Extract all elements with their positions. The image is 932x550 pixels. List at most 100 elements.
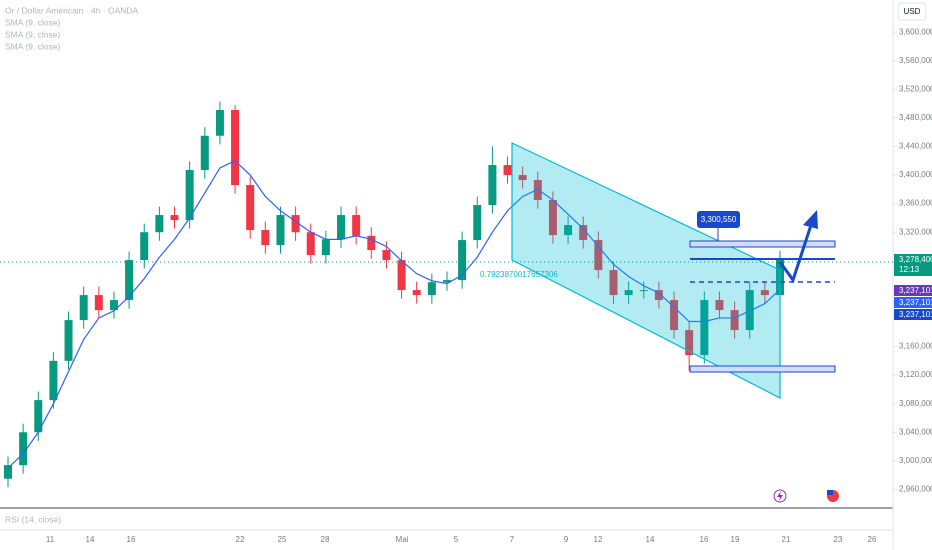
- candle-body: [34, 400, 43, 433]
- resistance-zone: [689, 240, 836, 248]
- symbol-title: Or / Dollar Américain · 4h · OANDA: [5, 5, 139, 15]
- candle-body: [79, 295, 88, 321]
- candle-body: [518, 175, 527, 181]
- last-price-box: [894, 254, 932, 276]
- rsi-label: RSI (14, close): [5, 514, 61, 524]
- candle-body: [64, 320, 73, 361]
- currency[interactable]: USD: [904, 7, 921, 16]
- sma-line: [7, 160, 781, 469]
- event-bolt: [777, 491, 783, 501]
- candle-body: [715, 300, 724, 311]
- candle-body: [367, 235, 376, 251]
- target-label: 3,300,550: [701, 215, 737, 224]
- candle-body: [200, 135, 209, 171]
- candle-body: [382, 250, 391, 261]
- candle-body: [261, 230, 270, 246]
- x-tick-label: 11: [46, 535, 55, 544]
- y-tick-label: 3,320,000: [899, 227, 932, 236]
- candle-body: [291, 215, 300, 233]
- candle-body: [624, 290, 633, 296]
- candle-body: [685, 330, 694, 356]
- candle-body: [609, 270, 618, 296]
- y-tick-label: 3,600,000: [899, 27, 932, 36]
- candle-body: [321, 239, 330, 256]
- x-tick-label: 12: [594, 535, 603, 544]
- y-tick-label: 3,360,000: [899, 199, 932, 208]
- channel: [511, 142, 781, 399]
- x-tick-label: 23: [834, 535, 843, 544]
- candle-body: [170, 215, 179, 221]
- y-tick-label: 3,000,000: [899, 456, 932, 465]
- x-tick-label: 28: [321, 535, 330, 544]
- fib-label: 0.7923870017657306: [480, 270, 558, 279]
- x-tick-label: 19: [731, 535, 740, 544]
- candle-body: [564, 225, 573, 236]
- candle-body: [427, 282, 436, 296]
- candle-body: [246, 185, 255, 231]
- candle-body: [442, 280, 451, 283]
- x-tick-label: 14: [86, 535, 95, 544]
- candle-body: [548, 200, 557, 236]
- level-label: 3,237,101: [899, 286, 932, 295]
- level-label: 3,237,101: [899, 310, 932, 319]
- x-tick-label: 22: [236, 535, 245, 544]
- x-tick-label: 7: [510, 535, 515, 544]
- candle-body: [397, 260, 406, 291]
- indicator-label: SMA (9, close): [5, 17, 60, 27]
- level-box: [894, 309, 932, 320]
- candle-body: [594, 240, 603, 271]
- target-label-box: [697, 211, 740, 228]
- candle-body: [352, 215, 361, 236]
- y-tick-label: 3,160,000: [899, 342, 932, 351]
- candle-body: [503, 165, 512, 176]
- candle-body: [412, 290, 421, 296]
- y-tick-label: 3,120,000: [899, 370, 932, 379]
- x-tick-label: 21: [782, 535, 791, 544]
- candle-body: [458, 240, 467, 281]
- arrow-head: [803, 210, 818, 229]
- candle-body: [760, 290, 769, 296]
- candle-body: [654, 290, 663, 301]
- candle-body: [670, 300, 679, 331]
- candle-body: [579, 225, 588, 241]
- y-tick-label: 3,080,000: [899, 399, 932, 408]
- candle-body: [155, 215, 164, 233]
- candle-body: [215, 110, 224, 136]
- candle-body: [473, 205, 482, 241]
- projection-arrow: [778, 221, 814, 284]
- indicator-label: SMA (9, close): [5, 41, 60, 51]
- y-tick-label: 3,400,000: [899, 170, 932, 179]
- candle-body: [730, 310, 739, 331]
- candle-body: [700, 300, 709, 356]
- currency-button[interactable]: [897, 2, 927, 21]
- candle-body: [276, 215, 285, 246]
- candle-body: [185, 170, 194, 221]
- x-tick-label: 9: [564, 535, 569, 544]
- candle-body: [109, 300, 118, 311]
- x-tick-label: Mai: [396, 535, 409, 544]
- y-tick-label: 3,480,000: [899, 113, 932, 122]
- y-tick-label: 3,520,000: [899, 84, 932, 93]
- y-tick-label: 2,960,000: [899, 485, 932, 494]
- candle-body: [231, 110, 240, 186]
- candle-body: [745, 290, 754, 331]
- indicator-label: SMA (9, close): [5, 29, 60, 39]
- x-tick-label: 16: [700, 535, 709, 544]
- y-tick-label: 3,040,000: [899, 427, 932, 436]
- y-tick-label: 3,560,000: [899, 56, 932, 65]
- support-zone: [689, 365, 836, 373]
- candle-body: [125, 260, 134, 301]
- candle-body: [639, 290, 648, 292]
- candle-body: [306, 232, 315, 256]
- x-tick-label: 26: [868, 535, 877, 544]
- y-tick-label: 3,440,000: [899, 142, 932, 151]
- candle-body: [94, 295, 103, 311]
- level-box: [894, 297, 932, 308]
- last-price: 3,278,400: [899, 255, 932, 264]
- candle-body: [49, 360, 58, 401]
- candle-body: [19, 432, 28, 466]
- candle-body: [488, 165, 497, 206]
- x-tick-label: 5: [454, 535, 459, 544]
- x-tick-label: 25: [278, 535, 287, 544]
